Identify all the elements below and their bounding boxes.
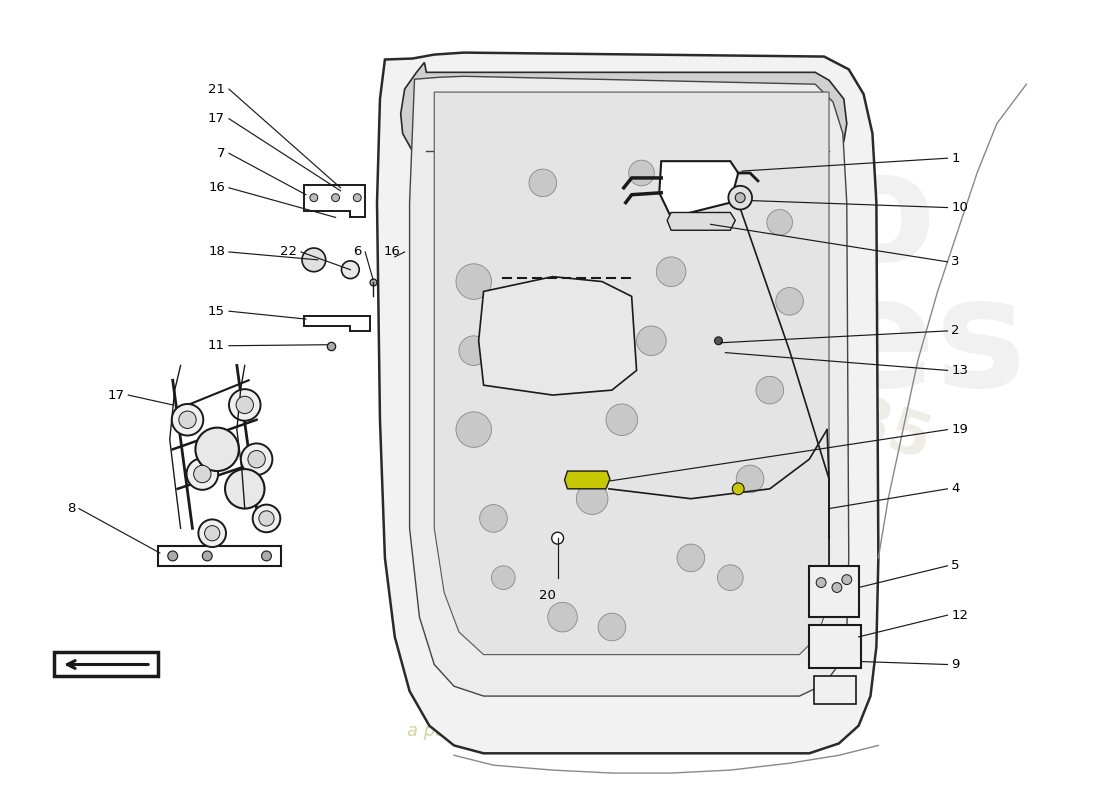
Text: 5: 5 [952, 559, 960, 572]
Circle shape [706, 169, 735, 197]
Text: a passion for parts since 1985: a passion for parts since 1985 [407, 722, 679, 740]
Text: 4: 4 [952, 482, 960, 495]
Circle shape [629, 160, 654, 186]
Text: 17: 17 [208, 112, 226, 126]
Polygon shape [400, 62, 847, 161]
Circle shape [205, 526, 220, 541]
Text: 16: 16 [208, 182, 226, 194]
Text: 6: 6 [353, 246, 361, 258]
Circle shape [236, 396, 253, 414]
Text: 13: 13 [952, 364, 968, 377]
Circle shape [229, 389, 261, 421]
Text: 21: 21 [208, 82, 226, 96]
Polygon shape [434, 92, 829, 654]
Polygon shape [659, 161, 738, 218]
Text: 7: 7 [217, 146, 226, 160]
Circle shape [456, 412, 492, 447]
Circle shape [310, 194, 318, 202]
Circle shape [492, 566, 515, 590]
Text: 1: 1 [952, 152, 960, 165]
Circle shape [258, 511, 274, 526]
Text: 1985: 1985 [759, 366, 938, 474]
Polygon shape [54, 652, 158, 676]
Polygon shape [158, 546, 282, 566]
Polygon shape [668, 213, 735, 230]
Circle shape [598, 613, 626, 641]
Text: 15: 15 [208, 305, 226, 318]
Text: 12: 12 [952, 609, 968, 622]
Circle shape [842, 574, 851, 585]
Circle shape [196, 428, 239, 471]
Circle shape [756, 376, 783, 404]
Text: 3: 3 [952, 255, 960, 268]
Circle shape [576, 483, 608, 514]
Text: 8: 8 [67, 502, 75, 515]
Circle shape [253, 505, 280, 532]
Circle shape [353, 194, 361, 202]
Circle shape [735, 193, 745, 202]
Circle shape [241, 443, 273, 475]
Text: 18: 18 [208, 246, 226, 258]
Text: 22: 22 [280, 246, 297, 258]
Circle shape [767, 210, 792, 235]
Circle shape [736, 465, 763, 493]
Circle shape [529, 169, 557, 197]
Circle shape [198, 519, 226, 547]
Circle shape [552, 532, 563, 544]
Text: 20: 20 [539, 590, 557, 602]
Circle shape [168, 551, 177, 561]
Circle shape [187, 458, 218, 490]
Circle shape [637, 326, 667, 355]
Polygon shape [814, 676, 856, 704]
Polygon shape [409, 76, 849, 696]
Circle shape [172, 404, 204, 435]
Circle shape [548, 602, 578, 632]
Polygon shape [810, 625, 860, 669]
Polygon shape [478, 277, 637, 395]
Circle shape [248, 450, 265, 468]
Text: euro
spares: euro spares [453, 144, 1026, 419]
Circle shape [194, 466, 211, 482]
Circle shape [776, 287, 803, 315]
Text: 10: 10 [952, 201, 968, 214]
Circle shape [179, 411, 196, 429]
Text: 17: 17 [108, 389, 124, 402]
Circle shape [226, 469, 264, 509]
Polygon shape [564, 471, 609, 489]
Circle shape [816, 578, 826, 587]
Polygon shape [304, 316, 370, 331]
Circle shape [480, 505, 507, 532]
Circle shape [202, 551, 212, 561]
Text: 2: 2 [952, 325, 960, 338]
Polygon shape [377, 53, 879, 754]
Circle shape [331, 194, 340, 202]
Circle shape [717, 565, 744, 590]
Circle shape [459, 336, 488, 366]
Text: 9: 9 [952, 658, 960, 671]
Circle shape [676, 544, 705, 572]
Circle shape [733, 483, 744, 494]
Circle shape [456, 264, 492, 299]
Polygon shape [810, 566, 859, 617]
Text: 19: 19 [952, 423, 968, 436]
Circle shape [832, 582, 842, 593]
Polygon shape [304, 185, 365, 218]
Text: 16: 16 [384, 246, 400, 258]
Circle shape [262, 551, 272, 561]
Circle shape [341, 261, 360, 278]
Circle shape [606, 404, 638, 435]
Circle shape [302, 248, 326, 272]
Text: 11: 11 [208, 339, 226, 352]
Circle shape [715, 337, 723, 345]
Circle shape [657, 257, 686, 286]
Circle shape [728, 186, 752, 210]
